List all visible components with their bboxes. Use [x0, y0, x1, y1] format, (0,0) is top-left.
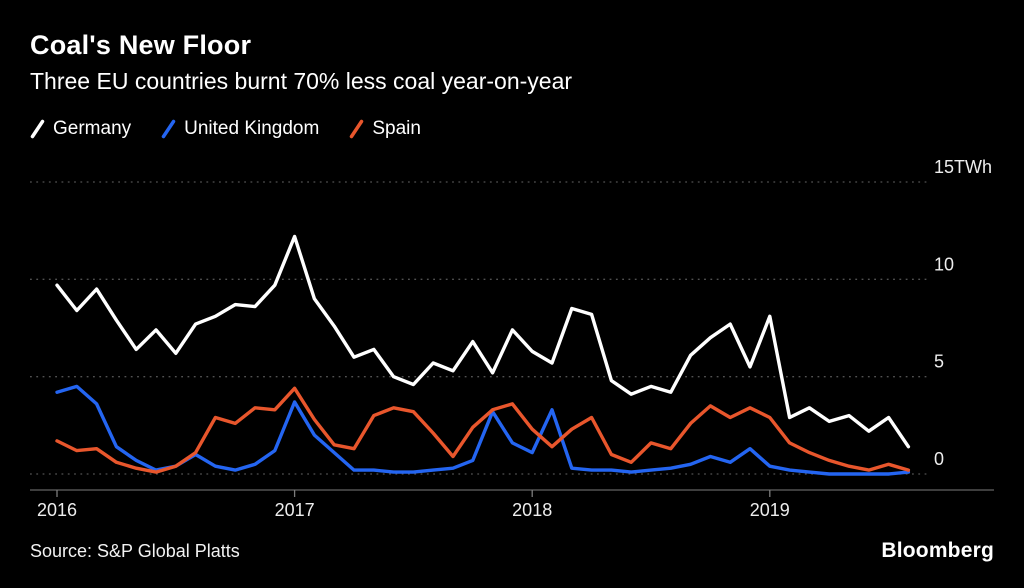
y-axis-label: 5: [934, 352, 944, 372]
x-axis-label: 2017: [275, 500, 315, 520]
chart-subtitle: Three EU countries burnt 70% less coal y…: [30, 68, 573, 94]
x-axis-label: 2016: [37, 500, 77, 520]
series-line-spain: [55, 386, 911, 474]
legend-label-spain: Spain: [372, 118, 421, 139]
y-axis-label: 0: [934, 449, 944, 469]
series-line-germany: [55, 234, 911, 449]
united-kingdom-line-swatch-icon: [161, 119, 176, 139]
germany-line-swatch-icon: [30, 119, 45, 139]
x-axis-label: 2019: [750, 500, 790, 520]
chart-title: Coal's New Floor: [30, 30, 252, 60]
series-line-united-kingdom: [55, 384, 911, 476]
spain-line-swatch-icon: [350, 119, 364, 139]
bloomberg-logo: Bloomberg: [881, 539, 994, 562]
y-axis-label: 15TWh: [934, 157, 992, 177]
legend: Germany United Kingdom Spain: [30, 118, 421, 140]
x-axis-label: 2018: [512, 500, 552, 520]
legend-item-spain: Spain: [349, 118, 421, 140]
legend-label-germany: Germany: [53, 118, 132, 139]
legend-item-united-kingdom: United Kingdom: [161, 118, 319, 140]
source-attribution: Source: S&P Global Platts: [30, 541, 240, 561]
y-axis-label: 10: [934, 254, 954, 274]
legend-item-germany: Germany: [30, 118, 131, 140]
legend-label-united-kingdom: United Kingdom: [184, 118, 320, 139]
